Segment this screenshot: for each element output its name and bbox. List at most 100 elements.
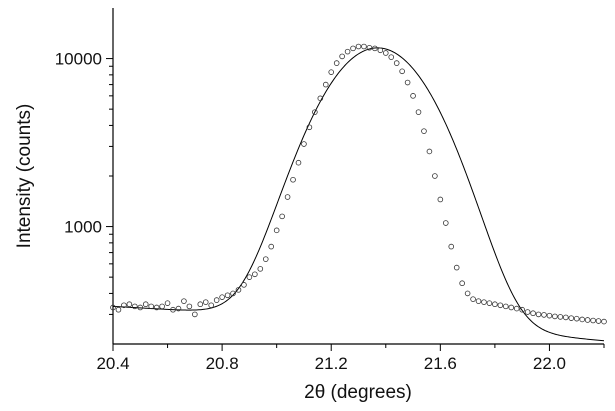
data-point (137, 304, 144, 311)
data-point (115, 306, 122, 313)
data-point (388, 54, 395, 60)
data-point (366, 44, 373, 51)
data-point (497, 302, 504, 309)
data-point (437, 196, 444, 203)
data-point (513, 305, 520, 312)
data-point (426, 148, 433, 155)
data-point (546, 312, 553, 319)
data-point (552, 313, 558, 320)
data-point (601, 318, 607, 325)
data-point (464, 290, 471, 297)
data-point (524, 309, 531, 315)
data-point (159, 303, 165, 310)
data-point (475, 298, 482, 304)
data-point (404, 79, 411, 86)
data-point (142, 301, 149, 308)
data-point (110, 304, 116, 311)
data-point (350, 45, 356, 52)
data-point (453, 264, 460, 271)
fit-curve-line (112, 47, 605, 342)
data-point (224, 292, 231, 299)
data-point (219, 294, 225, 300)
data-point (508, 304, 515, 311)
data-point (192, 311, 198, 318)
x-axis-ticks: 20.4 20.8 21.2 21.6 22.0 (96, 344, 605, 373)
y-axis-title: Intensity (counts) (14, 104, 35, 249)
data-point (170, 306, 176, 313)
data-point (121, 302, 127, 309)
data-point (148, 303, 154, 310)
data-point (262, 256, 269, 262)
x-tick-label: 21.6 (424, 354, 457, 373)
data-point (213, 297, 220, 303)
data-point (312, 109, 318, 115)
data-point (442, 220, 449, 226)
data-point (328, 69, 335, 75)
y-axis-ticks: 1000 10000 (55, 50, 113, 315)
data-point (241, 282, 247, 288)
data-point (284, 194, 291, 200)
data-point (257, 266, 264, 272)
data-point (295, 159, 302, 166)
plot-area: 20.4 20.8 21.2 21.6 22.0 1000 10000 (55, 8, 607, 373)
data-point (399, 68, 405, 75)
data-point (339, 53, 345, 60)
data-point (273, 227, 280, 234)
data-point (584, 317, 591, 323)
data-point (317, 95, 324, 102)
data-point (432, 173, 438, 179)
data-point (470, 296, 476, 302)
data-point (568, 315, 575, 321)
data-point (448, 243, 455, 250)
data-point (481, 299, 487, 305)
data-point (459, 280, 465, 287)
data-point (202, 299, 209, 305)
data-point (344, 48, 351, 55)
data-point (306, 124, 313, 131)
data-point (410, 93, 416, 99)
data-point (290, 176, 296, 183)
data-point (557, 314, 564, 320)
data-point (126, 301, 133, 308)
data-point (279, 213, 285, 220)
data-point (372, 45, 378, 52)
data-point (153, 304, 160, 311)
x-axis-title: 2θ (degrees) (304, 382, 412, 403)
data-point (595, 318, 602, 324)
data-point (361, 43, 367, 50)
x-tick-label: 21.2 (315, 354, 348, 373)
data-point (301, 141, 307, 147)
data-point (186, 303, 193, 310)
data-point (175, 305, 182, 312)
data-points (110, 43, 607, 325)
data-point (246, 274, 253, 280)
data-point (322, 81, 329, 88)
data-point (492, 301, 498, 308)
data-point (421, 128, 427, 134)
data-point (132, 303, 138, 310)
x-tick-label: 20.4 (96, 354, 129, 373)
data-point (563, 314, 569, 321)
data-point (530, 310, 536, 317)
data-point (486, 300, 493, 306)
data-point (333, 60, 340, 66)
data-point (164, 300, 171, 306)
data-point (541, 312, 547, 318)
y-tick-label: 1000 (64, 218, 102, 237)
x-tick-label: 20.8 (206, 354, 239, 373)
data-point (590, 317, 596, 324)
data-point (573, 315, 580, 322)
data-point (197, 301, 204, 308)
data-point (252, 271, 258, 278)
x-tick-label: 22.0 (533, 354, 566, 373)
data-point (382, 50, 389, 56)
data-point (519, 306, 525, 313)
data-point (393, 60, 400, 66)
data-point (355, 43, 362, 50)
data-point (377, 47, 384, 54)
data-point (181, 298, 187, 304)
data-point (579, 316, 585, 323)
y-tick-label: 10000 (55, 50, 102, 69)
data-point (268, 243, 275, 250)
